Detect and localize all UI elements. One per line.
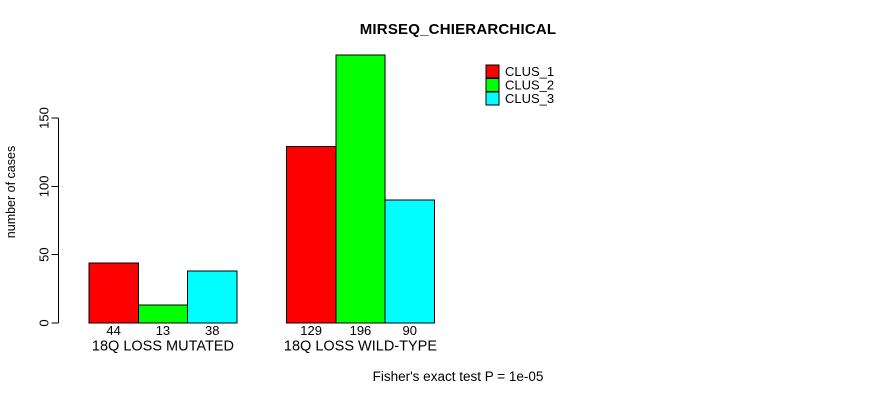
- y-tick-label: 150: [37, 107, 52, 129]
- y-tick-label: 50: [37, 247, 52, 261]
- bar-value-label: 44: [106, 323, 120, 338]
- y-tick-label: 100: [37, 175, 52, 197]
- bar-clus_1-group1: [286, 146, 337, 324]
- bar-value-label: 13: [156, 323, 170, 338]
- legend-swatch-clus_3: [485, 91, 500, 106]
- bar-value-label: 129: [300, 323, 322, 338]
- annotation-text: Fisher's exact test P = 1e-05: [372, 369, 544, 384]
- legend-label-clus_2: CLUS_2: [505, 77, 554, 92]
- bar-value-label: 38: [205, 323, 219, 338]
- bar-clus_2-group0: [137, 304, 189, 324]
- category-label: 18Q LOSS WILD-TYPE: [284, 339, 437, 355]
- chart-title: MIRSEQ_CHIERARCHICAL: [359, 21, 557, 38]
- bar-clus_3-group1: [384, 199, 435, 324]
- legend-swatch-clus_2: [485, 77, 500, 92]
- y-tick-label: 0: [37, 319, 52, 326]
- bar-clus_2-group1: [335, 54, 386, 324]
- bar-clus_1-group0: [88, 262, 139, 324]
- bar-value-label: 90: [403, 323, 417, 338]
- legend-label-clus_3: CLUS_3: [505, 91, 554, 106]
- bar-clus_3-group0: [187, 270, 238, 324]
- category-label: 18Q LOSS MUTATED: [92, 339, 234, 355]
- legend-label-clus_1: CLUS_1: [505, 64, 554, 79]
- bar-value-label: 196: [350, 323, 372, 338]
- legend-swatch-clus_1: [485, 64, 500, 79]
